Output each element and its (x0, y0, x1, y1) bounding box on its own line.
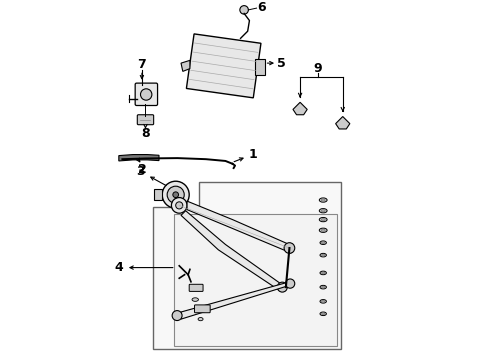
Ellipse shape (321, 286, 325, 288)
Ellipse shape (319, 198, 327, 202)
Polygon shape (293, 102, 307, 115)
Polygon shape (181, 211, 285, 291)
Ellipse shape (320, 241, 326, 244)
Ellipse shape (320, 300, 326, 303)
Ellipse shape (321, 254, 325, 256)
Circle shape (240, 6, 248, 14)
Ellipse shape (320, 285, 326, 289)
Bar (174, 214, 338, 346)
Circle shape (141, 89, 152, 100)
Text: 4: 4 (115, 261, 123, 274)
Ellipse shape (321, 313, 325, 315)
Circle shape (277, 282, 287, 292)
Circle shape (286, 279, 295, 288)
Ellipse shape (198, 318, 203, 321)
Polygon shape (187, 201, 291, 253)
Polygon shape (186, 34, 261, 98)
Text: 6: 6 (258, 1, 266, 14)
Polygon shape (154, 189, 162, 200)
Text: 8: 8 (141, 127, 150, 140)
Ellipse shape (321, 229, 325, 231)
Circle shape (167, 186, 184, 203)
Text: 2: 2 (138, 163, 147, 176)
Ellipse shape (319, 228, 327, 233)
FancyBboxPatch shape (195, 305, 210, 313)
FancyBboxPatch shape (135, 83, 158, 105)
Text: 1: 1 (248, 148, 257, 161)
Polygon shape (181, 282, 290, 319)
Circle shape (173, 192, 178, 198)
Ellipse shape (321, 242, 325, 244)
Text: 9: 9 (314, 62, 322, 75)
FancyBboxPatch shape (189, 284, 203, 291)
Polygon shape (336, 117, 350, 129)
Ellipse shape (320, 253, 326, 257)
Text: 3: 3 (137, 165, 145, 178)
Polygon shape (152, 182, 341, 349)
Ellipse shape (321, 301, 325, 302)
FancyBboxPatch shape (255, 59, 265, 75)
Ellipse shape (321, 219, 325, 221)
Ellipse shape (319, 208, 327, 213)
Polygon shape (181, 60, 190, 71)
Ellipse shape (320, 312, 326, 316)
Ellipse shape (321, 210, 325, 212)
Circle shape (172, 311, 182, 320)
Circle shape (162, 181, 189, 208)
Circle shape (172, 198, 187, 213)
Text: 7: 7 (138, 58, 147, 71)
Circle shape (284, 243, 295, 253)
Ellipse shape (321, 272, 325, 274)
Ellipse shape (192, 298, 198, 301)
Text: 5: 5 (277, 57, 286, 69)
Ellipse shape (321, 199, 325, 201)
FancyBboxPatch shape (137, 115, 154, 125)
Polygon shape (119, 154, 159, 161)
Ellipse shape (320, 271, 326, 275)
Ellipse shape (319, 217, 327, 222)
Circle shape (176, 202, 183, 209)
